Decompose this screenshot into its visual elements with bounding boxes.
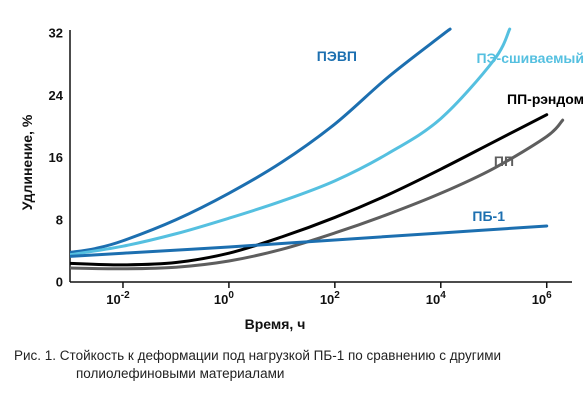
series-pp-random-label: ПП-рэндом <box>507 91 584 107</box>
y-tick-label: 32 <box>49 26 63 41</box>
series-lines <box>70 27 565 271</box>
series-pp-random-line <box>70 113 549 267</box>
figure-caption: Рис. 1. Стойкость к деформации под нагру… <box>14 347 582 383</box>
series-pp-label: ПП <box>494 153 514 169</box>
series-labels: ПЭВП ПЭ-сшиваемый ПП-рэндом ПП ПБ-1 <box>317 48 584 224</box>
series-pe-crosslinked-line <box>70 27 512 257</box>
x-axis-title: Время, ч <box>245 316 306 332</box>
series-pevp-label: ПЭВП <box>317 48 357 64</box>
series-pe-crosslinked-label: ПЭ-сшиваемый <box>477 50 584 66</box>
caption-line-2: полиолефиновыми материалами <box>76 366 285 381</box>
series-pb1-label: ПБ-1 <box>472 208 505 224</box>
x-tick-labels: 10-2 100 102 104 106 <box>106 282 552 307</box>
y-tick-label: 16 <box>49 150 63 165</box>
y-tick-labels: 0 8 16 24 32 <box>49 26 64 290</box>
y-tick-label: 8 <box>56 212 63 227</box>
x-tick-label: 100 <box>214 290 234 307</box>
axes-group <box>69 30 572 283</box>
series-pb1-line <box>70 224 549 258</box>
series-pp-line <box>70 118 565 271</box>
x-tick-label: 10-2 <box>106 290 130 307</box>
series-pevp-line <box>70 27 452 254</box>
x-tick-label: 104 <box>426 290 446 307</box>
x-tick-label: 106 <box>532 290 552 307</box>
chart: 0 8 16 24 32 10-2 100 102 104 106 ПЭВП ПЭ-сшиваем… <box>19 26 584 333</box>
y-tick-label: 24 <box>49 88 64 103</box>
x-tick-label: 102 <box>320 290 340 307</box>
y-tick-label: 0 <box>56 275 63 290</box>
y-axis-title: Удлинение, % <box>19 114 35 210</box>
caption-line-1: Рис. 1. Стойкость к деформации под нагру… <box>14 348 502 363</box>
